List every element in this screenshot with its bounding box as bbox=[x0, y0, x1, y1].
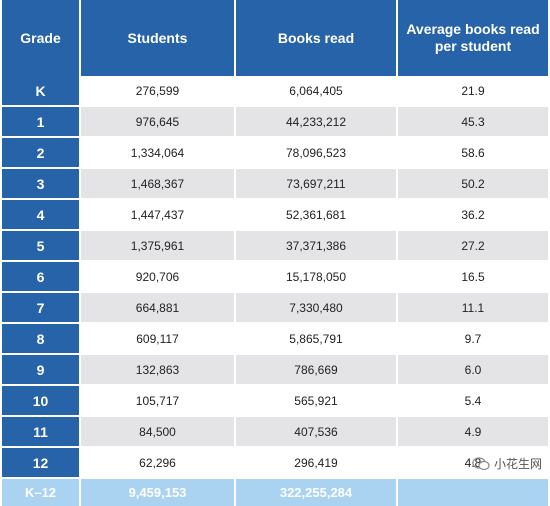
students-cell: 609,117 bbox=[81, 324, 234, 355]
students-cell: 105,717 bbox=[81, 386, 234, 417]
books-read-cell: 73,697,211 bbox=[236, 169, 396, 200]
students-cell: 976,645 bbox=[81, 107, 234, 138]
total-grade-cell: K–12 bbox=[2, 479, 79, 506]
column-header-average: Average books read per student bbox=[398, 0, 548, 76]
average-cell: 27.2 bbox=[398, 231, 548, 262]
column-header-grade: Grade bbox=[2, 0, 79, 76]
average-cell: 45.3 bbox=[398, 107, 548, 138]
grade-cell: 5 bbox=[2, 231, 79, 262]
books-read-cell: 565,921 bbox=[236, 386, 396, 417]
average-cell: 11.1 bbox=[398, 293, 548, 324]
watermark: 小花生网 bbox=[472, 455, 542, 472]
average-cell: 5.4 bbox=[398, 386, 548, 417]
average-cell: 21.9 bbox=[398, 76, 548, 107]
wechat-icon bbox=[472, 456, 490, 470]
grade-cell: 8 bbox=[2, 324, 79, 355]
table-row: 9 132,863 786,669 6.0 bbox=[2, 355, 548, 386]
students-cell: 1,468,367 bbox=[81, 169, 234, 200]
students-cell: 84,500 bbox=[81, 417, 234, 448]
table-row: 4 1,447,437 52,361,681 36.2 bbox=[2, 200, 548, 231]
books-read-cell: 78,096,523 bbox=[236, 138, 396, 169]
grade-cell: 1 bbox=[2, 107, 79, 138]
students-cell: 276,599 bbox=[81, 76, 234, 107]
books-read-cell: 15,178,050 bbox=[236, 262, 396, 293]
grade-cell: K bbox=[2, 76, 79, 107]
table-row: 1 976,645 44,233,212 45.3 bbox=[2, 107, 548, 138]
table-row: 10 105,717 565,921 5.4 bbox=[2, 386, 548, 417]
table-row: 2 1,334,064 78,096,523 58.6 bbox=[2, 138, 548, 169]
column-header-students: Students bbox=[81, 0, 234, 76]
students-cell: 62,296 bbox=[81, 448, 234, 479]
grade-cell: 7 bbox=[2, 293, 79, 324]
grade-cell: 6 bbox=[2, 262, 79, 293]
table-row: 7 664,881 7,330,480 11.1 bbox=[2, 293, 548, 324]
average-cell: 16.5 bbox=[398, 262, 548, 293]
watermark-text: 小花生网 bbox=[493, 457, 542, 471]
table-row: 12 62,296 296,419 4.8 bbox=[2, 448, 548, 479]
books-read-cell: 7,330,480 bbox=[236, 293, 396, 324]
table-row: 6 920,706 15,178,050 16.5 bbox=[2, 262, 548, 293]
books-read-cell: 407,536 bbox=[236, 417, 396, 448]
grade-cell: 2 bbox=[2, 138, 79, 169]
students-cell: 1,375,961 bbox=[81, 231, 234, 262]
students-cell: 1,447,437 bbox=[81, 200, 234, 231]
books-read-cell: 296,419 bbox=[236, 448, 396, 479]
average-cell: 58.6 bbox=[398, 138, 548, 169]
average-cell: 50.2 bbox=[398, 169, 548, 200]
books-read-cell: 6,064,405 bbox=[236, 76, 396, 107]
table-row: 5 1,375,961 37,371,386 27.2 bbox=[2, 231, 548, 262]
grade-cell: 11 bbox=[2, 417, 79, 448]
grade-cell: 12 bbox=[2, 448, 79, 479]
table-row: 3 1,468,367 73,697,211 50.2 bbox=[2, 169, 548, 200]
students-cell: 1,334,064 bbox=[81, 138, 234, 169]
books-read-cell: 5,865,791 bbox=[236, 324, 396, 355]
books-read-cell: 37,371,386 bbox=[236, 231, 396, 262]
total-books-read-cell: 322,255,284 bbox=[236, 479, 396, 506]
books-read-cell: 52,361,681 bbox=[236, 200, 396, 231]
average-cell: 4.8 bbox=[398, 448, 548, 479]
average-cell: 9.7 bbox=[398, 324, 548, 355]
grade-cell: 4 bbox=[2, 200, 79, 231]
total-students-cell: 9,459,153 bbox=[81, 479, 234, 506]
students-cell: 132,863 bbox=[81, 355, 234, 386]
books-read-cell: 786,669 bbox=[236, 355, 396, 386]
column-header-books-read: Books read bbox=[236, 0, 396, 76]
grade-cell: 3 bbox=[2, 169, 79, 200]
table-row: 11 84,500 407,536 4.9 bbox=[2, 417, 548, 448]
books-read-cell: 44,233,212 bbox=[236, 107, 396, 138]
header-row: Grade Students Books read Average books … bbox=[2, 0, 548, 76]
grade-cell: 9 bbox=[2, 355, 79, 386]
total-row: K–12 9,459,153 322,255,284 bbox=[2, 479, 548, 506]
average-cell: 6.0 bbox=[398, 355, 548, 386]
average-cell: 4.9 bbox=[398, 417, 548, 448]
average-cell: 36.2 bbox=[398, 200, 548, 231]
table-row: K 276,599 6,064,405 21.9 bbox=[2, 76, 548, 107]
students-cell: 920,706 bbox=[81, 262, 234, 293]
grade-cell: 10 bbox=[2, 386, 79, 417]
table-row: 8 609,117 5,865,791 9.7 bbox=[2, 324, 548, 355]
total-average-cell bbox=[398, 479, 548, 506]
students-cell: 664,881 bbox=[81, 293, 234, 324]
